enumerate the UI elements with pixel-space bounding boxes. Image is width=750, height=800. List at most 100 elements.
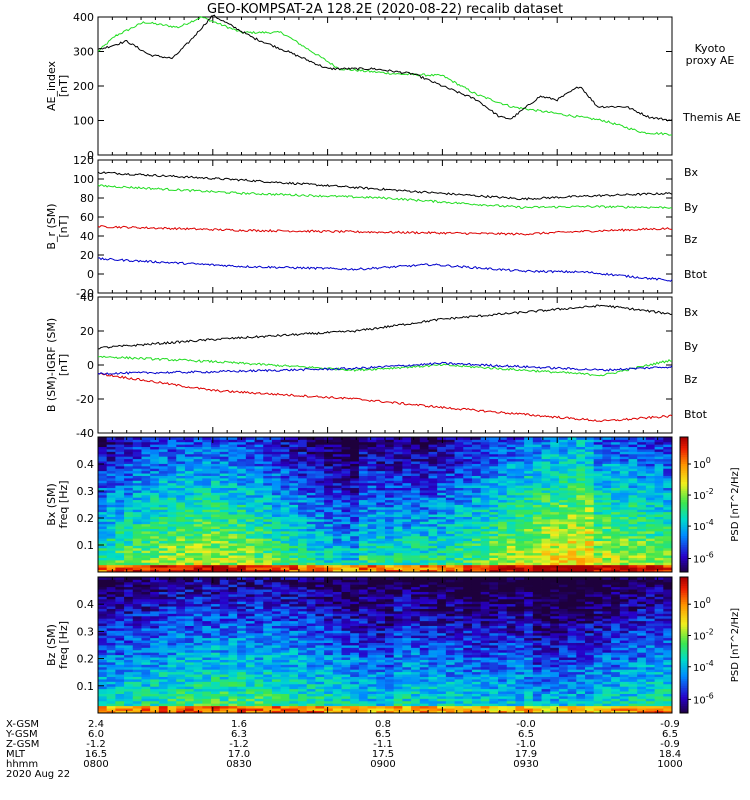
spectrogram-cell bbox=[176, 514, 186, 517]
spectrogram-cell bbox=[515, 540, 525, 544]
spectrogram-cell bbox=[150, 477, 160, 481]
spectrogram-cell bbox=[254, 504, 264, 508]
spectrogram-cell bbox=[158, 531, 168, 534]
spectrogram-cell bbox=[332, 550, 342, 554]
spectrogram-cell bbox=[567, 437, 577, 440]
spectrogram-cell bbox=[637, 562, 647, 566]
spectrogram-cell bbox=[611, 567, 621, 570]
spectrogram-cell bbox=[480, 562, 490, 566]
spectrogram-cell bbox=[324, 567, 334, 570]
spectrogram-cell bbox=[306, 567, 316, 570]
spectrogram-cell bbox=[445, 506, 455, 510]
series-line-btot bbox=[97, 361, 673, 375]
spectrogram-cell bbox=[176, 477, 186, 481]
spectrogram-cell bbox=[506, 528, 516, 532]
spectrogram-cell bbox=[611, 526, 621, 530]
spectrogram-cell bbox=[558, 473, 569, 476]
spectrogram-cell bbox=[376, 550, 386, 554]
spectrogram-cell bbox=[628, 545, 638, 549]
spectrogram-cell bbox=[341, 473, 351, 476]
spectrogram-cell bbox=[541, 468, 551, 472]
spectrogram-cell bbox=[193, 579, 203, 583]
spectrogram-cell bbox=[193, 628, 203, 631]
spectrogram-cell bbox=[350, 446, 360, 450]
spectrogram-cell bbox=[350, 497, 360, 501]
spectrogram-cell bbox=[376, 564, 386, 568]
spectrogram-cell bbox=[567, 470, 577, 474]
spectrogram-cell bbox=[141, 669, 151, 673]
spectrogram-cell bbox=[132, 647, 142, 651]
spectrogram-cell bbox=[402, 451, 412, 455]
spectrogram-cell bbox=[158, 654, 168, 658]
spectrogram-cell bbox=[184, 615, 195, 619]
spectrogram-cell bbox=[211, 487, 221, 491]
spectrogram-cell bbox=[184, 531, 195, 534]
spectrogram-cell bbox=[332, 437, 342, 440]
spectrogram-cell bbox=[141, 543, 151, 546]
spectrogram-cell bbox=[471, 502, 482, 505]
spectrogram-cell bbox=[280, 514, 290, 517]
spectrogram-cell bbox=[367, 446, 377, 450]
spectrogram-cell bbox=[132, 710, 142, 714]
spectrogram-cell bbox=[132, 502, 142, 505]
spectrogram-cell bbox=[402, 482, 412, 486]
spectrogram-cell bbox=[115, 494, 125, 498]
spectrogram-cell bbox=[602, 547, 612, 551]
spectrogram-cell bbox=[158, 502, 168, 505]
spectrogram-cell bbox=[150, 645, 160, 648]
spectrogram-cell bbox=[141, 691, 151, 694]
spectrogram-cell bbox=[228, 555, 238, 558]
spectrogram-cell bbox=[402, 545, 412, 549]
spectrogram-cell bbox=[645, 521, 656, 525]
spectrogram-cell bbox=[445, 482, 455, 486]
spectrogram-cell bbox=[193, 446, 203, 450]
spectrogram-cell bbox=[558, 555, 569, 558]
spectrogram-cell bbox=[332, 463, 342, 467]
spectrogram-cell bbox=[506, 482, 516, 486]
spectrogram-cell bbox=[202, 538, 212, 542]
spectrogram-cell bbox=[576, 451, 586, 455]
spectrogram-cell bbox=[289, 545, 299, 549]
colorbar-cell bbox=[680, 484, 688, 487]
spectrogram-cell bbox=[132, 490, 142, 493]
spectrogram-cell bbox=[419, 559, 429, 563]
spectrogram-cell bbox=[611, 477, 621, 481]
spectrogram-cell bbox=[193, 613, 203, 617]
spectrogram-cell bbox=[341, 526, 351, 530]
spectrogram-cell bbox=[350, 526, 360, 530]
spectrogram-cell bbox=[98, 696, 108, 699]
spectrogram-cell bbox=[263, 492, 273, 496]
spectrogram-cell bbox=[298, 514, 308, 517]
spectrogram-cell bbox=[193, 564, 203, 568]
spectrogram-cell bbox=[193, 567, 203, 570]
spectrogram-cell bbox=[176, 589, 186, 592]
spectrogram-cell bbox=[245, 456, 255, 460]
spectrogram-cell bbox=[193, 703, 203, 707]
spectrogram-cell bbox=[332, 545, 342, 549]
spectrogram-cell bbox=[350, 504, 360, 508]
spectrogram-cell bbox=[106, 499, 116, 503]
spectrogram-cell bbox=[637, 559, 647, 563]
spectrogram-cell bbox=[245, 523, 255, 527]
spectrogram-cell bbox=[611, 468, 621, 472]
spectrogram-cell bbox=[124, 509, 134, 513]
spectrogram-cell bbox=[558, 535, 569, 539]
spectrogram-cell bbox=[150, 456, 160, 460]
spectrogram-cell bbox=[506, 480, 516, 484]
spectrogram-cell bbox=[385, 485, 395, 489]
y-tick-label: 80 bbox=[80, 192, 94, 205]
spectrogram-cell bbox=[158, 625, 168, 629]
spectrogram-cell bbox=[367, 555, 377, 558]
spectrogram-cell bbox=[219, 688, 229, 692]
spectrogram-cell bbox=[158, 691, 168, 694]
spectrogram-cell bbox=[506, 465, 516, 469]
spectrogram-cell bbox=[558, 485, 569, 489]
spectrogram-cell bbox=[376, 446, 386, 450]
spectrogram-cell bbox=[167, 564, 177, 568]
spectrogram-cell bbox=[124, 601, 134, 605]
spectrogram-cell bbox=[106, 461, 116, 464]
spectrogram-cell bbox=[184, 645, 195, 648]
spectrogram-cell bbox=[132, 705, 142, 709]
spectrogram-cell bbox=[341, 516, 351, 520]
spectrogram-cell bbox=[315, 540, 325, 544]
